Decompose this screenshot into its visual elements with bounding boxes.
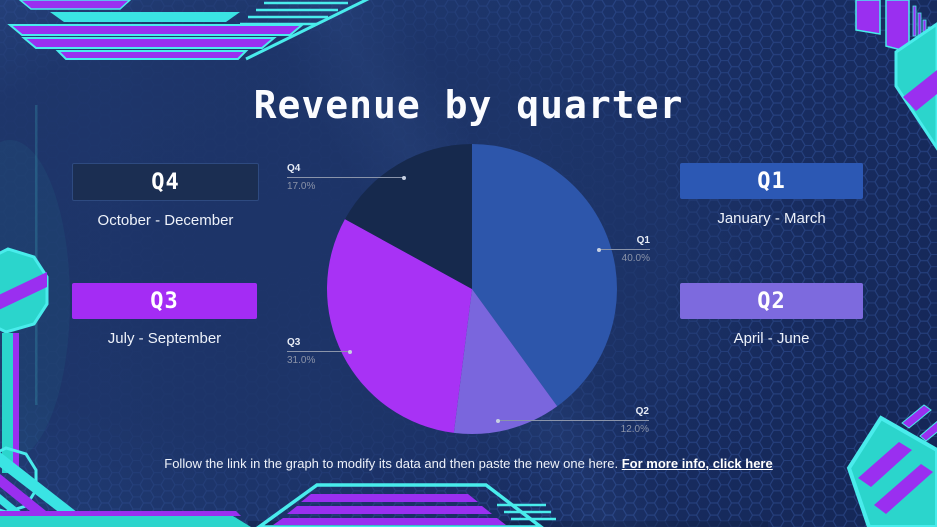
callout-q2-name: Q2 xyxy=(635,406,649,417)
callout-q4-leader-line xyxy=(287,175,406,180)
q4-label: Q4 xyxy=(151,169,180,195)
quarter-card-q3: Q3 July - September xyxy=(72,283,257,347)
decor-bottom-center xyxy=(256,483,556,527)
page-title: Revenue by quarter xyxy=(253,83,684,128)
q3-range: July - September xyxy=(107,330,222,347)
callout-q3-percent: 31.0% xyxy=(287,355,316,366)
callout-q3-name: Q3 xyxy=(287,337,301,348)
q4-range: October - December xyxy=(97,212,234,229)
callout-q3-leader-line xyxy=(287,349,352,354)
callout-q1: Q1 40.0% xyxy=(597,235,650,264)
footer-link[interactable]: For more info, click here xyxy=(621,456,773,471)
q2-label-box: Q2 xyxy=(680,283,863,319)
decor-left xyxy=(0,247,49,473)
q1-label-box: Q1 xyxy=(680,163,863,199)
pie-slice-q2[interactable] xyxy=(453,289,558,435)
footer-note: Follow the link in the graph to modify i… xyxy=(0,456,937,471)
callout-q4-name: Q4 xyxy=(287,163,301,174)
q2-label: Q2 xyxy=(757,288,786,314)
q1-range: January - March xyxy=(717,210,826,227)
pie-slice-q4[interactable] xyxy=(344,144,472,289)
q3-label: Q3 xyxy=(150,288,179,314)
quarter-card-q2: Q2 April - June xyxy=(680,283,863,347)
q3-label-box: Q3 xyxy=(72,283,257,319)
callout-q4-percent: 17.0% xyxy=(287,181,316,192)
q1-label: Q1 xyxy=(757,168,786,194)
callout-q1-percent: 40.0% xyxy=(621,253,650,264)
callout-q4: Q4 17.0% xyxy=(287,163,406,192)
callout-q1-leader-line xyxy=(597,247,650,252)
callout-q2-leader-line xyxy=(496,418,649,423)
pie-slice-q1[interactable] xyxy=(472,144,618,407)
quarter-card-q1: Q1 January - March xyxy=(680,163,863,227)
callout-q3: Q3 31.0% xyxy=(287,337,352,366)
callout-q2-percent: 12.0% xyxy=(620,424,649,435)
q4-label-box: Q4 xyxy=(72,163,259,201)
pie-slice-q3[interactable] xyxy=(327,219,472,433)
decor-top-left xyxy=(7,0,370,61)
pie-chart[interactable] xyxy=(322,139,622,439)
left-glow xyxy=(0,140,70,460)
quarter-card-q4: Q4 October - December xyxy=(72,163,259,229)
q2-range: April - June xyxy=(733,330,810,347)
callout-q1-name: Q1 xyxy=(636,235,650,246)
callout-q2: Q2 12.0% xyxy=(496,406,649,435)
footer-text: Follow the link in the graph to modify i… xyxy=(164,456,619,471)
left-glow-line xyxy=(35,105,38,405)
